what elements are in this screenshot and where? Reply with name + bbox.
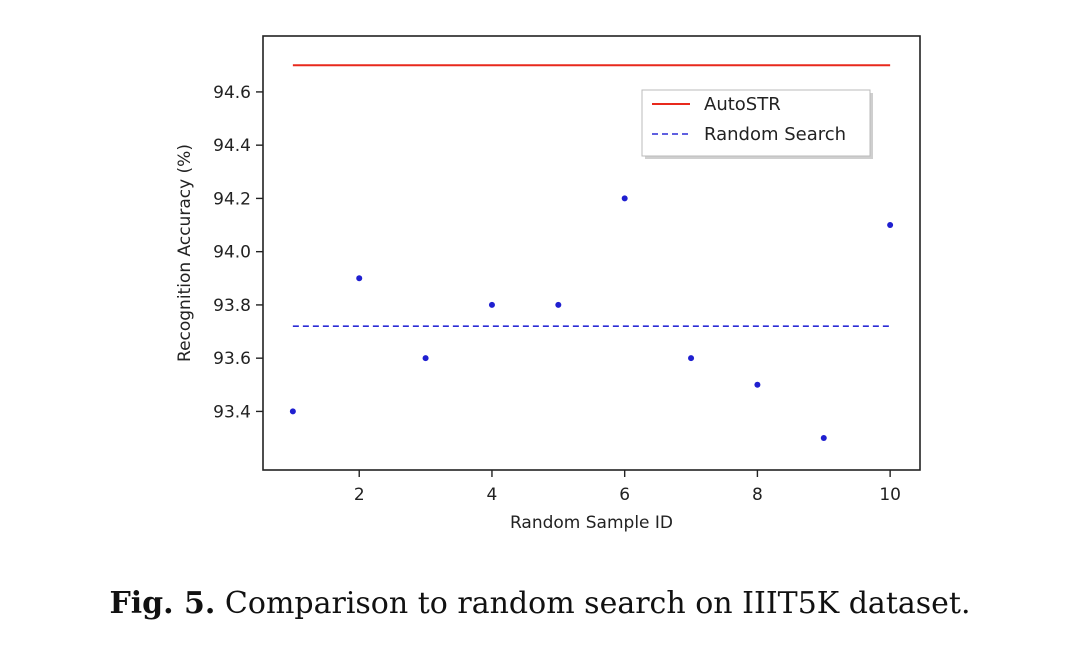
y-axis-ticks: 93.4 93.6 93.8 94.0 94.2 94.4 94.6 xyxy=(213,83,263,422)
data-point xyxy=(289,408,296,415)
data-point xyxy=(555,301,562,308)
x-axis-label: Random Sample ID xyxy=(510,513,673,533)
x-tick-label: 8 xyxy=(752,485,763,505)
data-point xyxy=(621,195,628,202)
legend: AutoSTR Random Search xyxy=(641,89,873,159)
plot-area-frame xyxy=(262,35,921,471)
y-tick-label: 94.6 xyxy=(213,83,251,103)
legend-box xyxy=(641,89,871,157)
x-tick-label: 4 xyxy=(487,485,498,505)
y-tick-label: 93.8 xyxy=(213,296,251,316)
y-tick-label: 94.0 xyxy=(213,243,251,263)
y-tick-label: 94.2 xyxy=(213,189,251,209)
y-tick-label: 93.4 xyxy=(213,402,251,422)
plot-series xyxy=(289,64,894,442)
x-axis-ticks: 2 4 6 8 10 xyxy=(354,470,901,505)
data-point xyxy=(820,435,827,442)
y-tick-label: 94.4 xyxy=(213,136,251,156)
x-tick-label: 10 xyxy=(879,485,901,505)
legend-entry-autostr: AutoSTR xyxy=(704,94,781,115)
figure-label: Fig. 5. xyxy=(109,586,216,621)
data-point xyxy=(422,355,429,362)
data-point xyxy=(688,355,695,362)
data-point xyxy=(488,301,495,308)
figure-caption: Fig. 5. Comparison to random search on I… xyxy=(0,586,1080,621)
y-axis-label: Recognition Accuracy (%) xyxy=(175,144,195,362)
data-point xyxy=(356,275,363,282)
x-tick-label: 2 xyxy=(354,485,365,505)
data-point xyxy=(887,222,894,229)
x-tick-label: 6 xyxy=(619,485,630,505)
figure-caption-text: Comparison to random search on IIIT5K da… xyxy=(224,586,971,621)
data-point xyxy=(754,381,761,388)
scatter-chart: 93.4 93.6 93.8 94.0 94.2 94.4 94.6 2 4 6 8 10 Rand… xyxy=(175,35,921,533)
legend-entry-random-search: Random Search xyxy=(704,124,846,145)
y-tick-label: 93.6 xyxy=(213,349,251,369)
